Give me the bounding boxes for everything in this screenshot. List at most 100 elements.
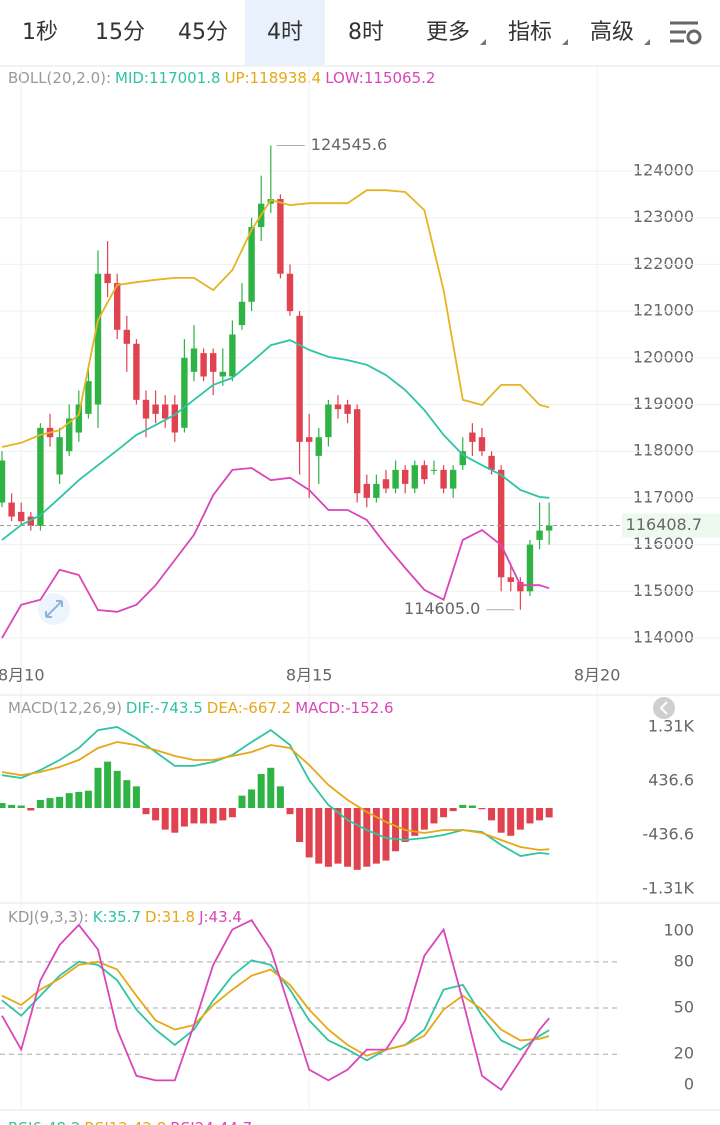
candle-body: [123, 329, 131, 344]
candle-body: [114, 283, 121, 330]
y-tick-label: 100: [663, 921, 694, 940]
candle-body: [315, 437, 322, 456]
macd-bar: [488, 807, 496, 821]
candle-body: [344, 404, 351, 414]
candle-body: [209, 353, 217, 372]
high-label: 124545.6: [311, 135, 387, 154]
y-tick-label: 123000: [633, 207, 694, 226]
candle-body: [459, 451, 466, 466]
y-tick-label: 50: [674, 998, 694, 1017]
y-tick-label: 1.31K: [648, 716, 695, 735]
candle-body: [421, 465, 428, 480]
candle-body: [392, 469, 399, 489]
macd-bar: [238, 795, 246, 808]
candle-body: [0, 460, 6, 503]
macd-bar: [392, 807, 400, 852]
candle-body: [440, 469, 447, 489]
active-tab-bg: [245, 0, 325, 65]
indicator-value: MID:117001.8: [115, 69, 221, 87]
macd-bar: [161, 807, 169, 830]
y-tick-label: 118000: [633, 441, 694, 460]
macd-bar: [324, 807, 332, 867]
indicator-line: [1, 467, 550, 639]
tab[interactable]: 高级: [590, 20, 634, 45]
tab[interactable]: 4时: [267, 20, 303, 45]
expand-icon[interactable]: [38, 593, 70, 625]
macd-bar: [75, 791, 83, 808]
macd-bar: [430, 807, 438, 824]
indicator-header: KDJ(9,3,3): K:35.7 D:31.8 J:43.4: [8, 908, 242, 926]
candle-body: [507, 577, 514, 582]
candle-body: [517, 581, 524, 592]
tab[interactable]: 8时: [348, 20, 384, 45]
collapse-icon[interactable]: [653, 697, 675, 719]
tab[interactable]: 更多: [426, 20, 470, 45]
macd-bar: [113, 770, 121, 808]
macd-bar: [363, 807, 371, 867]
rsi-header: RSI6:48.2 RSI12:42.8 RSI24:44.7: [8, 1119, 252, 1125]
candle-body: [190, 348, 198, 372]
macd-bar: [382, 807, 390, 861]
settings-icon[interactable]: [670, 21, 702, 45]
x-tick-label: 8月15: [286, 666, 333, 685]
candle-body: [75, 404, 83, 433]
candle-body: [27, 516, 35, 526]
macd-bar: [228, 807, 236, 818]
macd-bar: [353, 807, 361, 870]
macd-bar: [478, 807, 486, 810]
indicator-value: D:31.8: [145, 908, 195, 926]
y-tick-label: -436.6: [642, 824, 694, 843]
macd-bar: [449, 807, 457, 812]
candle-body: [545, 525, 553, 531]
macd-bar: [286, 807, 294, 815]
macd-bar: [536, 807, 544, 821]
candle-body: [152, 404, 159, 414]
macd-bar: [440, 807, 448, 818]
macd-bar: [56, 796, 64, 808]
candle-body: [478, 437, 486, 452]
candle-body: [85, 381, 92, 414]
macd-bar: [65, 793, 73, 808]
tab[interactable]: 指标: [508, 20, 552, 45]
candle-body: [133, 343, 140, 400]
y-tick-label: 121000: [633, 301, 694, 320]
macd-bar: [123, 780, 131, 808]
macd-bar: [305, 807, 313, 858]
tab[interactable]: 45分: [178, 20, 228, 45]
tab[interactable]: 15分: [95, 20, 145, 45]
y-tick-label: -1.31K: [642, 878, 694, 897]
macd-bar: [8, 804, 16, 808]
indicator-header: BOLL(20,2.0): MID:117001.8 UP:118938.4 LOW:…: [8, 69, 435, 87]
candle-body: [238, 301, 246, 326]
x-tick-label: 8月10: [0, 666, 44, 685]
macd-bar: [459, 804, 467, 808]
macd-bar: [545, 807, 553, 818]
dropdown-arrow: [480, 39, 486, 45]
candle-body: [142, 399, 150, 419]
macd-bar: [104, 761, 112, 808]
indicator-value: MACD(12,26,9): [8, 699, 122, 717]
candle-body: [363, 483, 370, 498]
macd-bar: [190, 807, 198, 824]
candle-body: [296, 315, 303, 442]
macd-bar: [94, 767, 102, 808]
macd-bar: [401, 807, 409, 842]
macd-bar: [0, 803, 6, 808]
y-tick-label: 124000: [633, 161, 694, 180]
candle-body: [181, 357, 188, 428]
candle-body: [229, 334, 236, 377]
macd-bar: [257, 773, 265, 808]
indicator-line: [1, 339, 550, 541]
macd-bar: [267, 767, 275, 808]
candle-body: [248, 227, 255, 302]
indicator-value: BOLL(20,2.0):: [8, 69, 111, 87]
macd-bar: [334, 807, 342, 864]
candle-body: [430, 469, 438, 471]
candle-body: [325, 404, 332, 438]
tab[interactable]: 1秒: [22, 20, 58, 45]
indicator-line: [1, 959, 550, 1062]
candle-body: [161, 404, 169, 419]
indicator-value: LOW:115065.2: [325, 69, 435, 87]
indicator-value: KDJ(9,3,3):: [8, 908, 89, 926]
